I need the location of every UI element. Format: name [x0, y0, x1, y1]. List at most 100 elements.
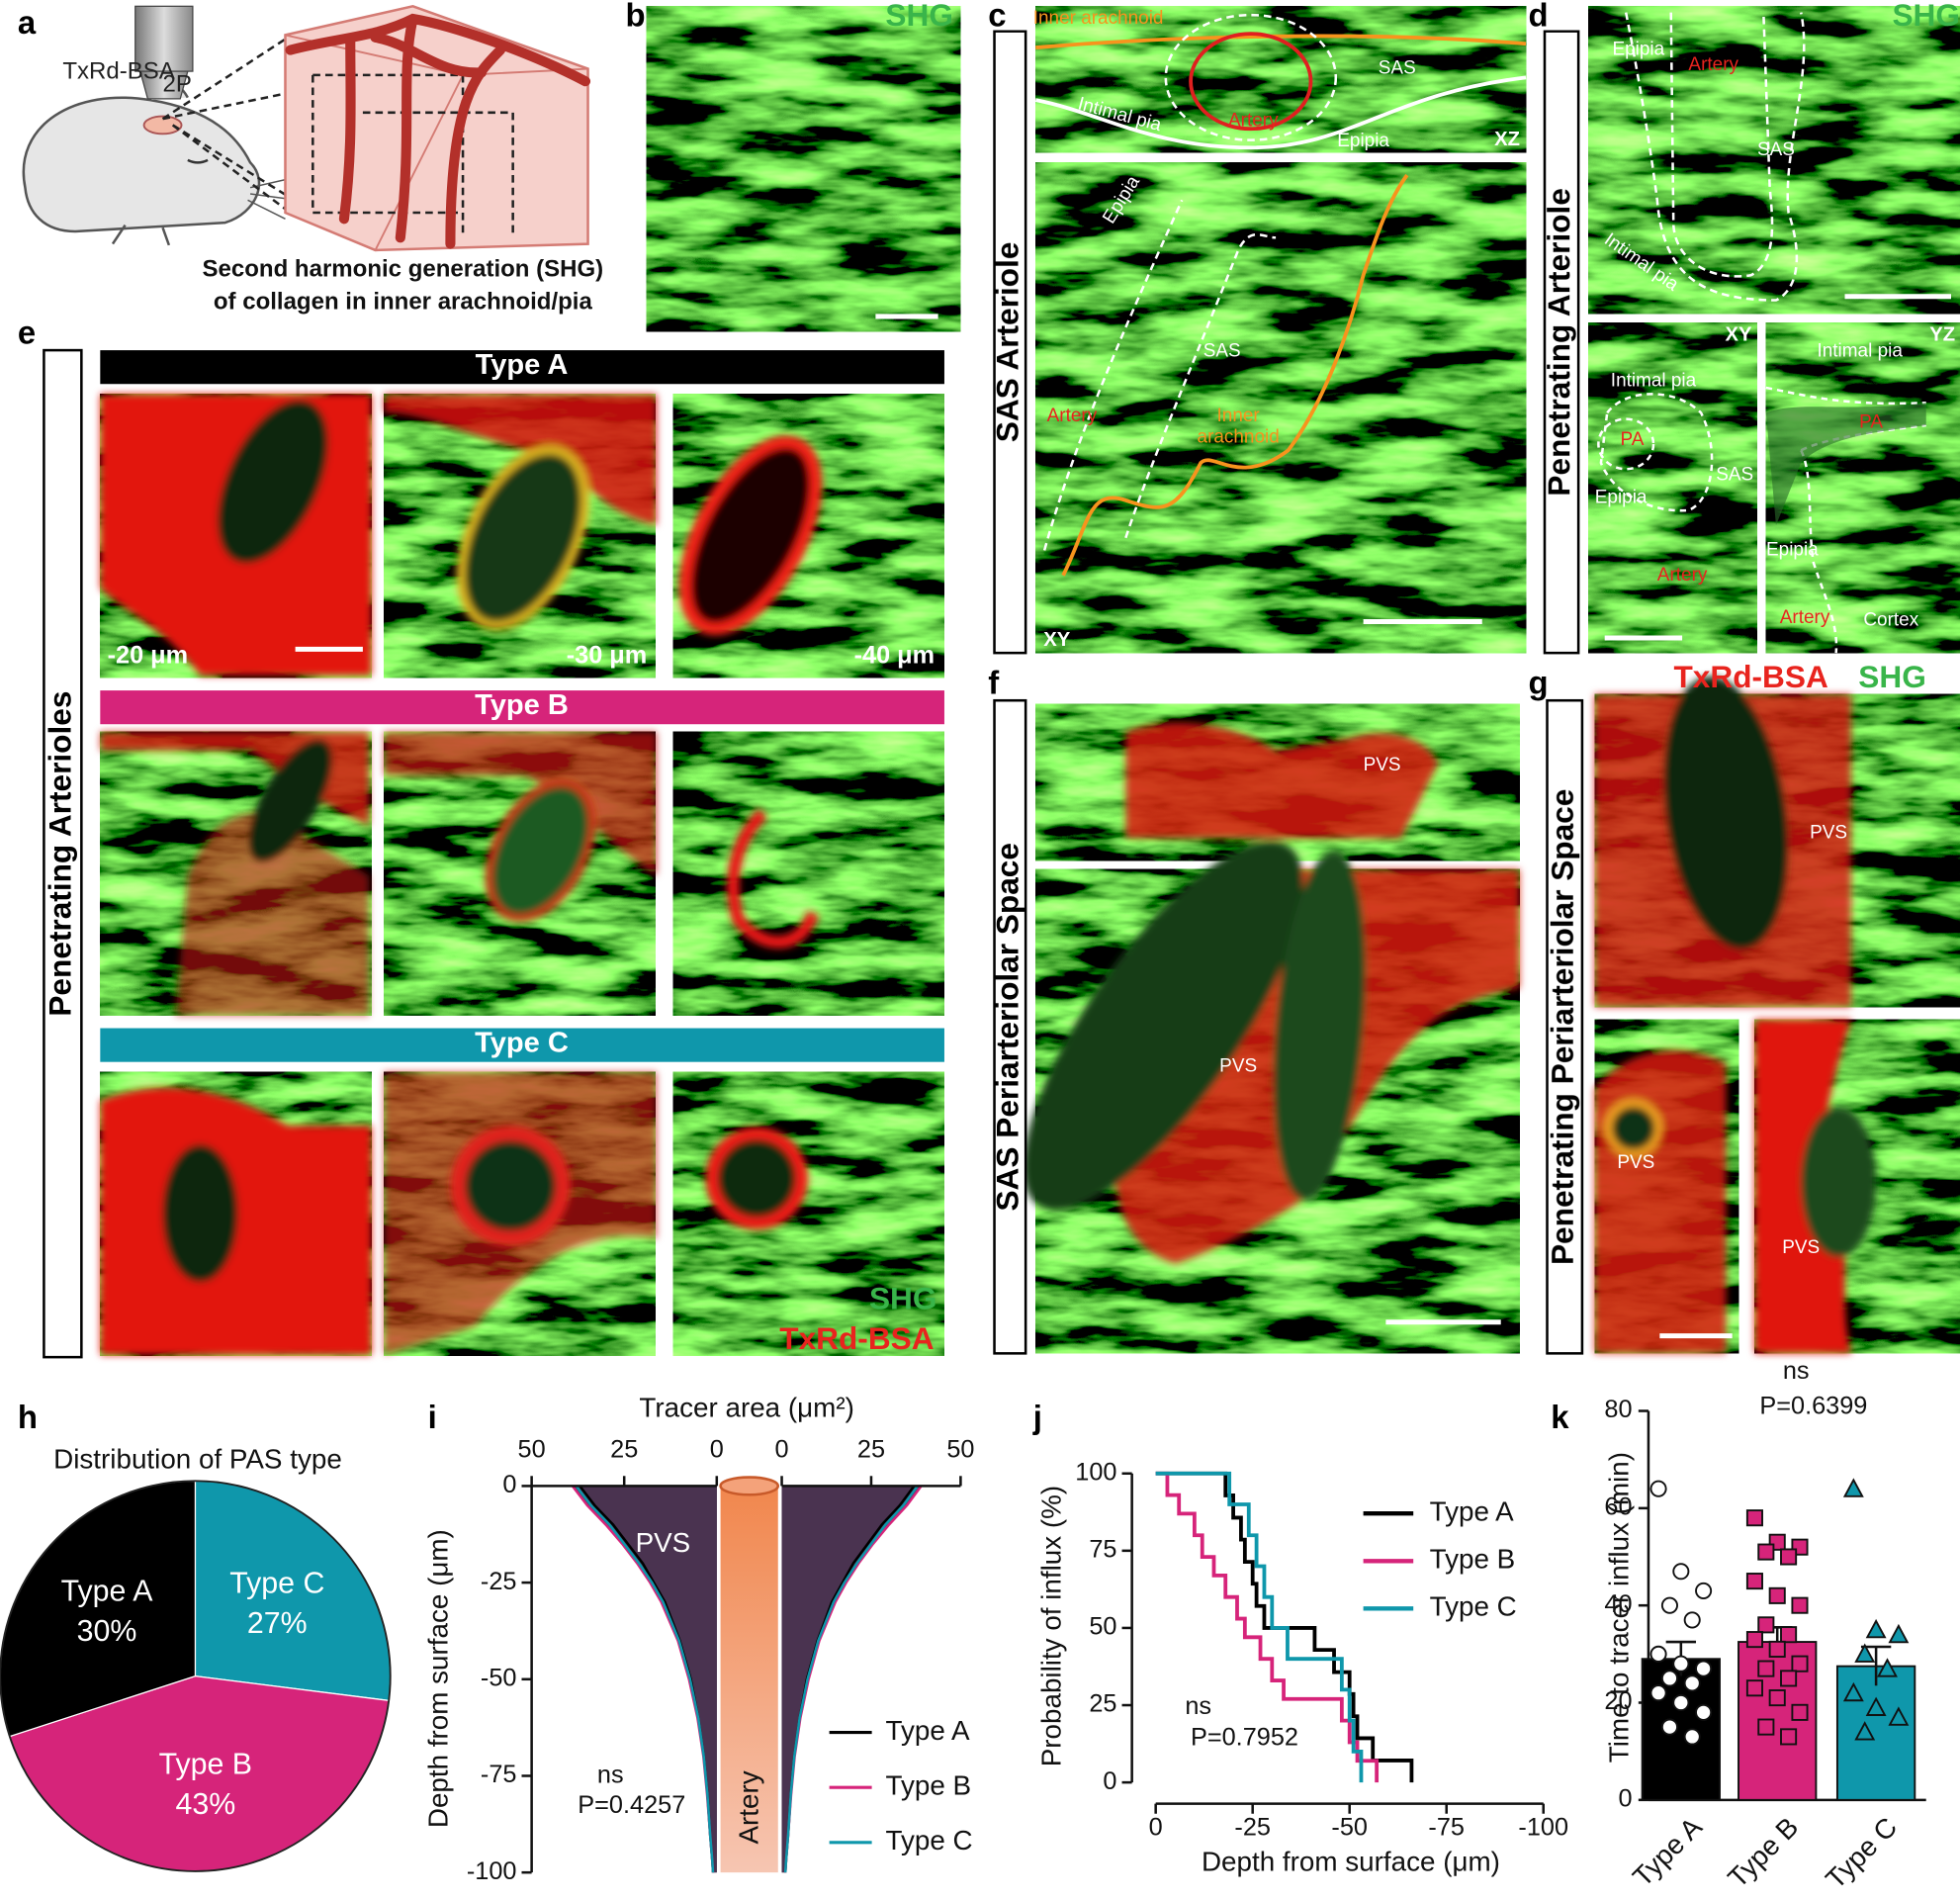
- x-tick-label: 50: [946, 1436, 974, 1464]
- path-shape: [1125, 722, 1439, 839]
- label: TxRd-BSA: [62, 58, 174, 85]
- data-point: [1745, 1573, 1763, 1590]
- data-point: [1791, 1703, 1809, 1721]
- panel-letter: h: [18, 1399, 38, 1435]
- data-point: [1865, 1696, 1887, 1716]
- data-point: [1791, 1655, 1809, 1673]
- x-tick-label: -100: [1518, 1814, 1568, 1842]
- slice-label: 27%: [247, 1607, 308, 1640]
- annotation: ns: [1185, 1692, 1211, 1720]
- y-tick-label: 0: [1103, 1767, 1116, 1795]
- label: SHG: [869, 1281, 937, 1316]
- data-point: [1695, 1703, 1713, 1721]
- step-line: [1155, 1471, 1414, 1783]
- type-band: [100, 350, 944, 385]
- image-texture: [1765, 322, 1960, 654]
- y-tick-label: 80: [1604, 1396, 1632, 1423]
- data-point: [1683, 1674, 1701, 1692]
- y-tick-label: -25: [481, 1568, 517, 1595]
- path-shape: [138, 70, 189, 100]
- x-tick-label: Type C: [1820, 1811, 1903, 1894]
- data-point: [1757, 1718, 1775, 1736]
- y-axis-title: Probability of influx (%): [1035, 1486, 1066, 1766]
- path-shape: [1765, 403, 1926, 526]
- data-point: [1683, 1611, 1701, 1629]
- label: SAS: [1203, 340, 1241, 361]
- panel-letter: i: [428, 1399, 437, 1435]
- y-tick-label: 25: [1089, 1690, 1116, 1718]
- data-point: [1745, 1631, 1763, 1649]
- label: Type A: [476, 349, 569, 381]
- data-point: [1791, 1596, 1809, 1614]
- label: Artery: [1657, 565, 1708, 586]
- panel-letter: k: [1551, 1399, 1569, 1435]
- x-tick-label: 25: [610, 1436, 638, 1464]
- label: e: [18, 315, 36, 351]
- x-axis-title: Tracer area (μm²): [639, 1393, 853, 1423]
- ellipse-shape: [678, 435, 823, 636]
- y-tick-label: 40: [1604, 1590, 1632, 1618]
- label: PVS: [1782, 1237, 1820, 1258]
- label: Type C: [475, 1028, 569, 1059]
- ellipse-shape: [218, 400, 328, 564]
- data-point: [1660, 1596, 1678, 1614]
- path-shape: [285, 13, 591, 249]
- area-fill: [576, 1486, 717, 1873]
- path-shape: [22, 96, 261, 233]
- data-point: [1672, 1655, 1690, 1673]
- side-label: Penetrating Periarteriolar Space: [1545, 789, 1580, 1265]
- label: SHG: [1892, 0, 1960, 33]
- x-tick-label: 25: [857, 1436, 885, 1464]
- path-shape: [1061, 173, 1409, 577]
- x-tick-label: -75: [1428, 1814, 1465, 1842]
- data-point: [1842, 1681, 1864, 1702]
- slice-category: Type B: [159, 1749, 252, 1781]
- data-point: [1660, 1670, 1678, 1687]
- path-shape: [175, 813, 370, 1016]
- y-axis-title: Time to tracer influx (min): [1603, 1452, 1634, 1763]
- label: SAS: [1757, 139, 1795, 160]
- ellipse-shape: [1801, 1107, 1877, 1257]
- x-tick-label: -25: [1234, 1814, 1271, 1842]
- label: a: [18, 4, 37, 41]
- image-texture: [672, 731, 944, 1016]
- artery: [720, 1486, 778, 1873]
- label: TxRd-BSA: [779, 1320, 934, 1356]
- legend-label: Type C: [1430, 1591, 1517, 1622]
- data-point: [1854, 1643, 1876, 1663]
- label: XZ: [1494, 129, 1520, 150]
- data-point: [1695, 1582, 1713, 1599]
- annotation: P=0.6399: [1759, 1392, 1867, 1419]
- label: Epipia: [1595, 487, 1648, 507]
- y-tick-label: -75: [481, 1761, 517, 1788]
- label: -30 μm: [567, 642, 648, 670]
- label: Artery: [1047, 406, 1098, 426]
- x-tick-label: 0: [710, 1436, 724, 1464]
- path-shape: [384, 731, 658, 876]
- annotation: P=0.4257: [578, 1791, 685, 1819]
- side-label-box: [43, 348, 83, 1359]
- panel-letter: j: [1032, 1399, 1042, 1435]
- label: PVS: [1810, 822, 1847, 843]
- label: Artery: [1688, 54, 1738, 75]
- ellipse-shape: [456, 445, 589, 631]
- data-point: [1865, 1618, 1887, 1639]
- ellipse-shape: [1164, 13, 1338, 141]
- side-label: Penetrating Arterioles: [43, 691, 78, 1017]
- charts: h Distribution of PAS type Type C 27% Type B…: [0, 1357, 1926, 1895]
- data-point: [1780, 1728, 1798, 1746]
- data-point: [1649, 1645, 1667, 1663]
- legend-label: Type A: [886, 1715, 970, 1746]
- label: of collagen in inner arachnoid/pia: [214, 288, 593, 315]
- label: c: [988, 0, 1006, 33]
- x-tick-label: -50: [1331, 1814, 1368, 1842]
- path-shape: [1599, 393, 1714, 512]
- y-tick-label: 0: [502, 1471, 516, 1498]
- x-tick-label: Type B: [1722, 1811, 1804, 1893]
- data-point: [1780, 1548, 1798, 1566]
- data-point: [1888, 1623, 1910, 1644]
- x-axis-title: Depth from surface (μm): [1202, 1847, 1500, 1877]
- legend-label: Type B: [886, 1770, 972, 1801]
- label: Second harmonic generation (SHG): [203, 256, 604, 283]
- ellipse-shape: [248, 739, 332, 862]
